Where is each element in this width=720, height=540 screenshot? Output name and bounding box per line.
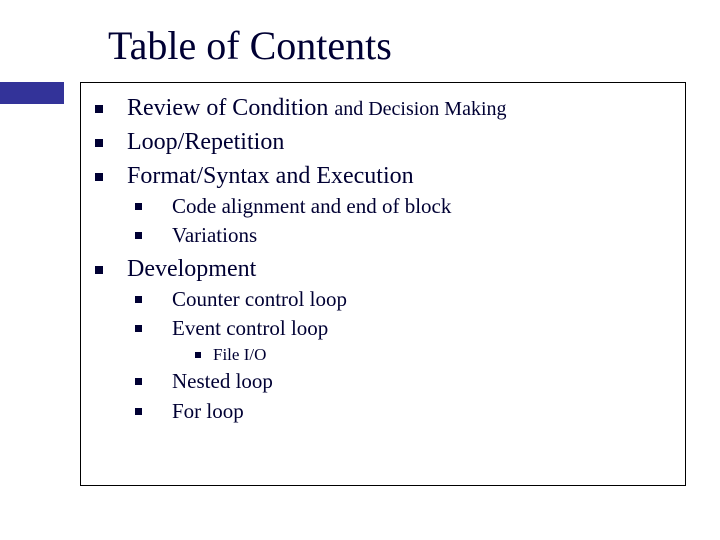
item-counter: Counter control loop [135, 286, 675, 313]
item-text: Nested loop [172, 368, 273, 395]
item-text: For loop [172, 398, 244, 425]
item-text: Counter control loop [172, 286, 347, 313]
item-event: Event control loop [135, 315, 675, 342]
item-variations: Variations [135, 222, 675, 249]
item-text: Event control loop [172, 315, 328, 342]
item-text: Code alignment and end of block [172, 193, 451, 220]
text-tail: and Decision Making [334, 98, 506, 120]
slide: Table of Contents Review of Condition an… [0, 0, 720, 540]
item-loop: Loop/Repetition [95, 127, 675, 157]
item-text: Variations [172, 222, 257, 249]
bullet-icon [195, 352, 201, 358]
item-text: Review of Condition and Decision Making [127, 93, 507, 123]
bullet-icon [95, 139, 103, 147]
item-text: File I/O [213, 344, 266, 366]
text-main: Review of Condition [127, 95, 334, 121]
title-region: Table of Contents [108, 24, 720, 68]
item-text: Loop/Repetition [127, 127, 284, 157]
slide-title: Table of Contents [108, 24, 720, 68]
item-text: Development [127, 254, 256, 284]
bullet-icon [135, 232, 142, 239]
bullet-icon [135, 296, 142, 303]
item-text: Format/Syntax and Execution [127, 161, 414, 191]
item-nested: Nested loop [135, 368, 675, 395]
item-code-align: Code alignment and end of block [135, 193, 675, 220]
item-format: Format/Syntax and Execution [95, 161, 675, 191]
item-development: Development [95, 254, 675, 284]
accent-bar [0, 82, 64, 104]
bullet-icon [95, 105, 103, 113]
item-review: Review of Condition and Decision Making [95, 93, 675, 123]
bullet-icon [135, 378, 142, 385]
item-forloop: For loop [135, 398, 675, 425]
bullet-icon [135, 203, 142, 210]
bullet-icon [95, 173, 103, 181]
content-box: Review of Condition and Decision Making … [80, 82, 686, 486]
bullet-icon [135, 408, 142, 415]
item-fileio: File I/O [195, 344, 675, 366]
bullet-icon [95, 266, 103, 274]
bullet-icon [135, 325, 142, 332]
